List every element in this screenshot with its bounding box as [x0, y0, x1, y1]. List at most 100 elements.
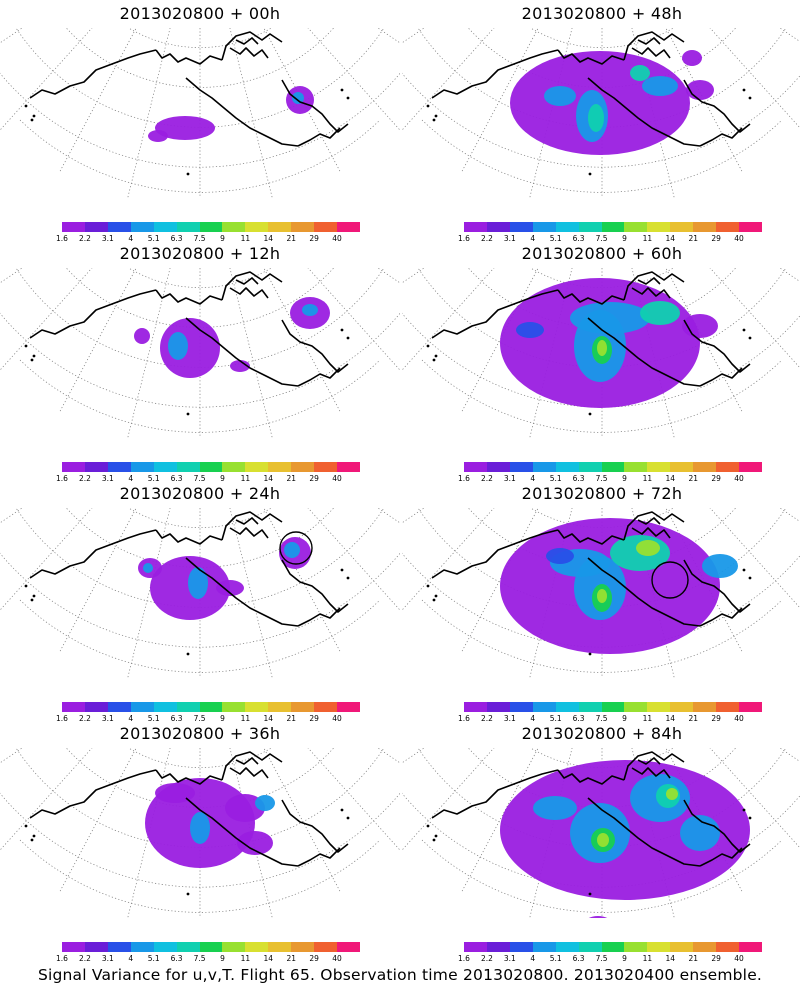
colorbar-swatch	[176, 222, 200, 232]
colorbar-swatch	[509, 222, 533, 232]
longitude-gridline	[779, 508, 800, 522]
coastline	[587, 317, 701, 387]
latitude-gridline	[15, 748, 385, 848]
coastline	[623, 511, 685, 541]
latitude-gridline	[128, 28, 272, 48]
colorbar-swatch	[153, 462, 177, 472]
colorbar-tick-label: 5.1	[147, 714, 160, 723]
colorbar-tick-label: 2.2	[480, 954, 493, 963]
colorbar-swatch	[486, 942, 510, 952]
variance-contour	[134, 328, 150, 344]
colorbar-tick-label: 9	[622, 474, 627, 483]
colorbar-swatch	[84, 222, 108, 232]
island-marker	[340, 568, 344, 572]
colorbar-swatch	[693, 462, 717, 472]
coastline	[699, 367, 743, 387]
island-marker	[186, 892, 190, 896]
latitude-gridline	[417, 508, 787, 608]
longitude-gridline	[307, 268, 400, 371]
longitude-gridline	[631, 268, 675, 438]
panel-title: 2013020800 + 36h	[119, 724, 281, 743]
coastline	[637, 517, 661, 525]
island-marker	[748, 576, 752, 580]
colorbar-tick-label: 9	[622, 954, 627, 963]
coastline	[155, 769, 223, 785]
colorbar-swatch	[130, 702, 154, 712]
coastline	[431, 769, 559, 819]
colorbar-swatch	[222, 462, 246, 472]
colorbar-tick-label: 4	[530, 714, 536, 723]
colorbar-tick-label: 21	[286, 714, 296, 723]
colorbar-swatch	[578, 222, 602, 232]
colorbar-tick-label: 11	[240, 714, 251, 723]
longitude-gridline	[709, 28, 800, 129]
colorbar	[62, 942, 360, 952]
colorbar-tick-label: 6.3	[572, 714, 585, 723]
colorbar-tick-label: 6.3	[572, 474, 585, 483]
longitude-gridline	[709, 508, 800, 609]
colorbar-swatch	[601, 462, 625, 472]
colorbar-swatch	[199, 942, 223, 952]
colorbar-swatch	[693, 942, 717, 952]
coastline	[637, 277, 661, 285]
forecast-panel: 2013020800 + 72h 1.6 2.2 3.1 4 5.1 6.3 7.5 9 11 14…	[402, 480, 800, 723]
colorbar-tick-label: 7.5	[595, 954, 608, 963]
longitude-gridline	[127, 508, 171, 678]
colorbar-tick-label: 40	[734, 234, 744, 243]
colorbar-tick-label: 4	[128, 474, 134, 483]
colorbar-labels: 1.6 2.2 3.1 4 5.1 6.3 7.5 9 11 14 21 29 40	[458, 714, 762, 726]
colorbar-tick-label: 14	[263, 474, 274, 483]
colorbar-tick-label: 14	[263, 954, 274, 963]
colorbar-tick-label: 2.2	[78, 474, 91, 483]
forecast-panel: 2013020800 + 00h 1.6 2.2 3.1 4 5.1 6.3 7.5 9 11 14…	[0, 0, 400, 243]
colorbar-labels: 1.6 2.2 3.1 4 5.1 6.3 7.5 9 11 14 21 29 40	[56, 474, 360, 486]
colorbar-swatch	[245, 462, 269, 472]
coastline	[699, 847, 743, 867]
colorbar-swatch	[532, 462, 556, 472]
colorbar-swatch	[245, 942, 269, 952]
colorbar-tick-label: 5.1	[549, 474, 562, 483]
colorbar-swatch	[716, 702, 740, 712]
colorbar-swatch	[84, 702, 108, 712]
island-marker	[186, 652, 190, 656]
longitude-gridline	[229, 508, 273, 678]
colorbar-swatch	[176, 462, 200, 472]
coastline	[699, 607, 743, 627]
colorbar-swatch	[739, 702, 762, 712]
variance-contour	[255, 795, 275, 811]
variance-contour	[216, 580, 244, 596]
longitude-gridline	[58, 268, 137, 414]
island-marker	[434, 114, 438, 118]
island-marker	[346, 576, 350, 580]
colorbar-tick-label: 11	[642, 234, 653, 243]
coastline	[587, 797, 701, 867]
colorbar-swatch	[291, 462, 315, 472]
colorbar-swatch	[314, 702, 338, 712]
colorbar-tick-label: 11	[240, 954, 251, 963]
colorbar-tick-label: 2.2	[480, 474, 493, 483]
colorbar-swatch	[107, 702, 131, 712]
colorbar-swatch	[291, 222, 315, 232]
polar-map	[402, 268, 800, 438]
island-marker	[588, 652, 592, 656]
colorbar-tick-label: 3.1	[503, 714, 516, 723]
coastline	[623, 31, 685, 61]
colorbar-swatch	[532, 222, 556, 232]
island-marker	[186, 412, 190, 416]
island-marker	[346, 96, 350, 100]
colorbar-swatch	[337, 222, 360, 232]
colorbar-swatch	[624, 222, 648, 232]
colorbar-tick-label: 2.2	[78, 954, 91, 963]
variance-contour	[148, 130, 168, 142]
colorbar	[464, 942, 762, 952]
colorbar	[464, 462, 762, 472]
colorbar-swatch	[245, 702, 269, 712]
colorbar-swatch	[555, 942, 579, 952]
colorbar-swatch	[314, 942, 338, 952]
coastline	[185, 77, 299, 147]
variance-contour	[188, 567, 208, 599]
island-marker	[432, 358, 436, 362]
coastline	[623, 271, 685, 301]
variance-contour	[546, 548, 574, 564]
longitude-gridline	[0, 748, 93, 851]
